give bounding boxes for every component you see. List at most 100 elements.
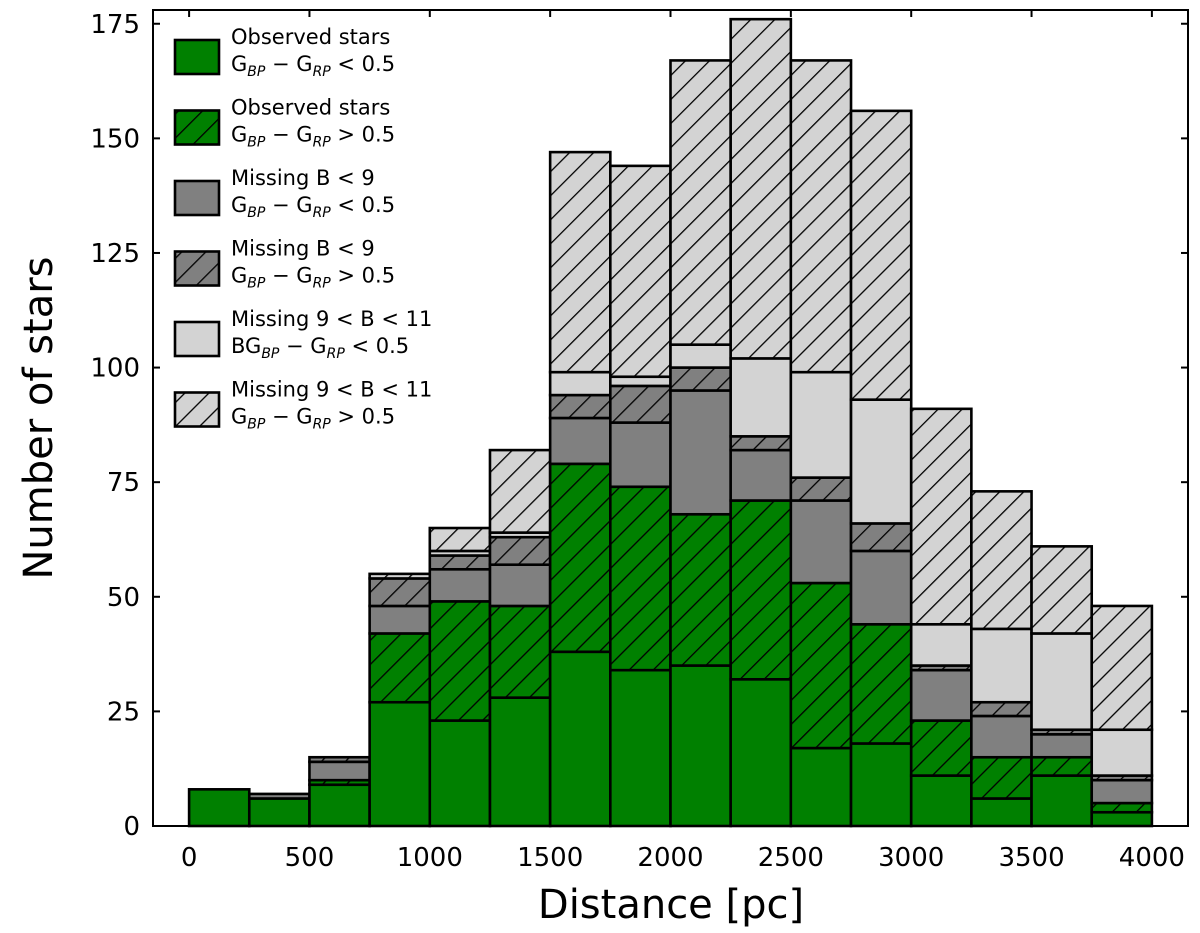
bar-segment-miss_b9_blue <box>909 668 973 722</box>
bar-segment-miss_b911_red <box>849 109 913 401</box>
legend-item: Missing 9 < B < 11 GBP − GRP > 0.5 <box>173 378 432 433</box>
bar-segment-obs_red <box>669 512 732 667</box>
bar-segment-miss_b911_red <box>669 59 732 346</box>
bar-segment-obs_blue <box>849 742 913 828</box>
bar-segment-miss_b9_blue <box>1030 733 1094 759</box>
bar-segment-miss_b9_blue <box>609 421 672 489</box>
legend-item: Missing B < 9 GBP − GRP < 0.5 <box>173 166 395 221</box>
bar-segment-miss_b911_red <box>488 448 552 534</box>
legend-sublabel: BGBP − GRP < 0.5 <box>231 334 409 362</box>
legend-swatch <box>173 320 221 358</box>
x-tick-label: 3500 <box>998 843 1064 873</box>
bar-segment-obs_blue <box>247 797 311 828</box>
bar-segment-miss_b9_red <box>548 393 612 420</box>
legend-sublabel: GBP − GRP > 0.5 <box>231 123 395 151</box>
x-axis-label: Distance [pc] <box>538 882 804 928</box>
bar-segment-miss_b9_blue <box>247 792 311 800</box>
x-tick-label: 2500 <box>758 843 824 873</box>
legend-item: Observed stars GBP − GRP < 0.5 <box>173 25 395 80</box>
y-tick-label: 175 <box>90 10 140 40</box>
bar-segment-miss_b911_blue <box>909 622 973 667</box>
bar-segment-miss_b9_blue <box>849 549 913 626</box>
bar-segment-miss_b9_blue <box>970 714 1033 759</box>
bar-segment-obs_blue <box>368 700 432 828</box>
legend-sublabel: GBP − GRP > 0.5 <box>231 264 395 292</box>
bar-segment-obs_red <box>970 755 1033 800</box>
bar-segment-obs_red <box>849 622 913 745</box>
bar-segment-miss_b9_red <box>609 384 672 424</box>
bar-segment-obs_red <box>1090 801 1154 814</box>
bar-segment-miss_b9_blue <box>548 416 612 466</box>
bar-segment-miss_b911_blue <box>1030 632 1094 732</box>
bar-segment-miss_b9_blue <box>488 563 552 608</box>
bar-segment-miss_b9_red <box>970 700 1033 718</box>
bar-segment-miss_b911_red <box>970 490 1033 631</box>
bar-segment-obs_red <box>428 600 492 722</box>
bar-segment-miss_b911_red <box>428 526 492 553</box>
legend-label: Missing B < 9 <box>231 166 375 190</box>
bar-segment-obs_blue <box>548 650 612 828</box>
x-tick-label: 1000 <box>397 843 463 873</box>
bar-segment-miss_b911_red <box>548 150 612 374</box>
bar-segment-miss_b911_blue <box>548 370 612 397</box>
bar-segment-obs_blue <box>187 788 251 828</box>
bar-segment-miss_b9_red <box>669 366 732 392</box>
bar-segment-obs_red <box>729 499 793 681</box>
bar-segment-miss_b9_blue <box>789 499 853 585</box>
y-tick-label: 100 <box>90 354 140 384</box>
bar-segment-obs_red <box>909 719 973 777</box>
y-tick-label: 125 <box>90 239 140 269</box>
y-axis-label: Number of stars <box>16 257 62 580</box>
x-tick-label: 2000 <box>637 843 703 873</box>
x-tick-label: 500 <box>285 843 335 873</box>
y-tick-label: 50 <box>107 583 140 613</box>
bar-segment-obs_blue <box>789 746 853 828</box>
legend-label: Observed stars <box>231 25 390 49</box>
legend-label: Missing B < 9 <box>231 237 375 261</box>
bar-segment-obs_blue <box>488 696 552 828</box>
bar-segment-miss_b911_blue <box>849 398 913 525</box>
bar-segment-miss_b9_blue <box>428 567 492 603</box>
legend-item: Observed stars GBP − GRP > 0.5 <box>173 96 395 151</box>
x-tick-label: 0 <box>181 843 198 873</box>
legend-item: Missing 9 < B < 11 BGBP − GRP < 0.5 <box>173 307 432 362</box>
legend-item: Missing B < 9 GBP − GRP > 0.5 <box>173 237 395 292</box>
legend-label: Missing 9 < B < 11 <box>231 307 432 331</box>
y-axis: 0 25 50 75 100 125 150 175 <box>90 10 1188 842</box>
x-tick-label: 4000 <box>1119 843 1185 873</box>
bar-segment-miss_b9_red <box>789 476 853 502</box>
bars-layer <box>187 17 1154 828</box>
bar-segment-miss_b9_blue <box>729 448 793 502</box>
bar-segment-obs_red <box>548 462 612 654</box>
bar-segment-miss_b9_red <box>368 577 432 608</box>
legend-swatch <box>173 250 221 287</box>
bar-segment-obs_red <box>789 581 853 750</box>
bar-segment-miss_b9_red <box>849 522 913 553</box>
legend-sublabel: GBP − GRP < 0.5 <box>231 52 395 80</box>
y-tick-label: 0 <box>123 812 140 842</box>
legend-swatch <box>173 38 221 76</box>
bar-segment-miss_b911_red <box>1030 545 1094 635</box>
legend-swatch <box>173 391 221 428</box>
x-axis: 0 500 1000 1500 2000 2500 3000 3500 4000 <box>181 10 1185 873</box>
legend-label: Missing 9 < B < 11 <box>231 378 432 402</box>
legend-sublabel: GBP − GRP < 0.5 <box>231 193 395 221</box>
bar-segment-miss_b911_red <box>789 59 853 374</box>
legend-sublabel: GBP − GRP > 0.5 <box>231 405 395 433</box>
bar-segment-miss_b911_blue <box>669 343 732 369</box>
bar-segment-miss_b9_red <box>308 755 371 764</box>
bar-segment-obs_red <box>488 604 552 699</box>
bar-segment-miss_b911_red <box>368 572 432 580</box>
bar-segment-miss_b911_blue <box>729 357 793 438</box>
bar-segment-miss_b9_red <box>729 435 793 452</box>
bar-segment-obs_red <box>368 632 432 704</box>
bar-segment-miss_b911_blue <box>789 370 853 479</box>
legend-label: Observed stars <box>231 96 390 120</box>
bar-segment-miss_b9_blue <box>368 604 432 635</box>
legend-swatch <box>173 109 221 146</box>
bar-segment-miss_b911_blue <box>970 627 1033 704</box>
bar-segment-obs_blue <box>1090 810 1154 828</box>
bar-segment-miss_b9_red <box>488 535 552 566</box>
